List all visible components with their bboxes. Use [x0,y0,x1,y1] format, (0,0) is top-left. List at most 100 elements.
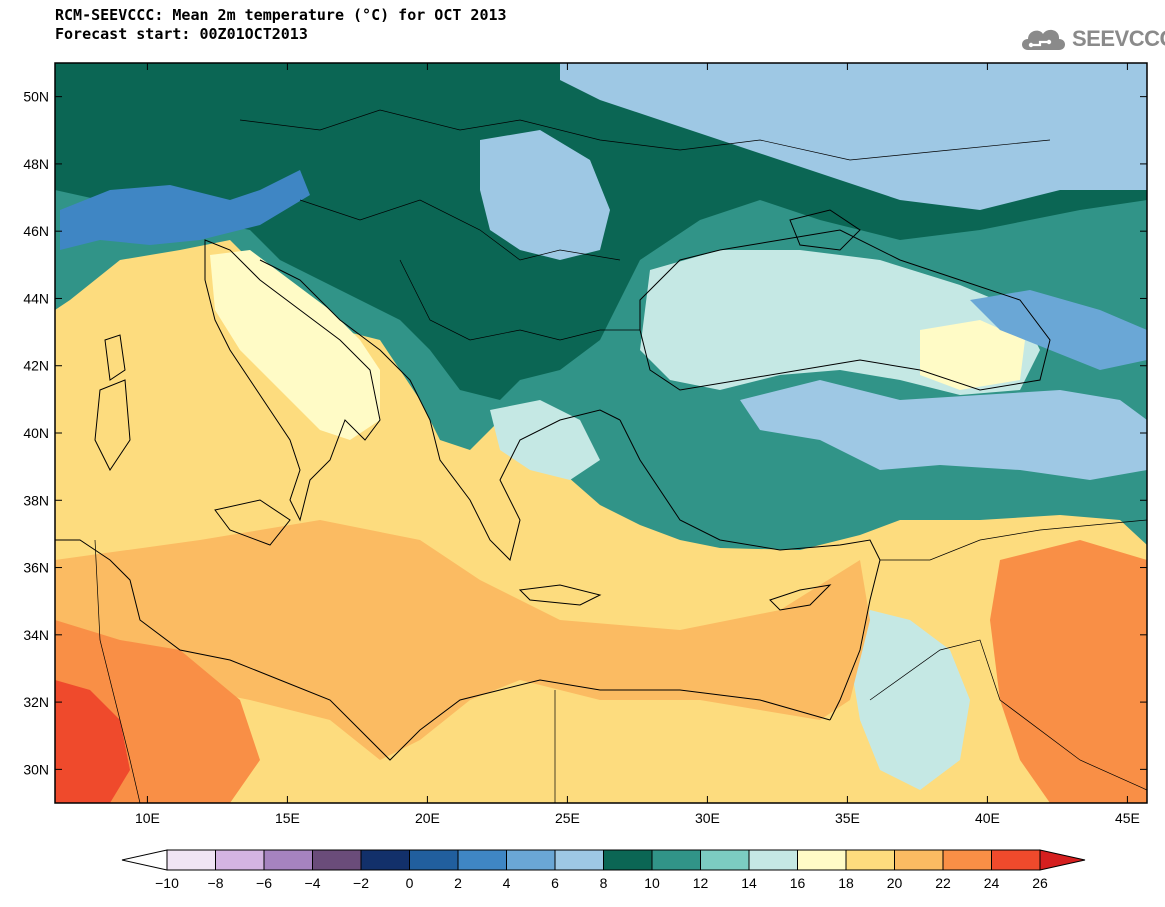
border-europe-north [239,109,1051,161]
colorbar-tick-label: 18 [838,875,854,891]
lon-tick-label: 10E [135,810,160,826]
colorbar-bin [554,849,604,871]
lon-tick-label: 20E [415,810,440,826]
border-arabia [869,639,1147,791]
logo-text: SEEVCCC [1072,26,1165,51]
map-title: RCM-SEEVCCC: Mean 2m temperature (°C) fo… [55,6,507,24]
field-sahara-hottest [55,680,130,803]
forecast-start: Forecast start: 00Z01OCT2013 [55,25,308,43]
colorbar-tick-label: −8 [208,875,224,891]
field-carpathian-blue [480,130,610,260]
colorbar-tick-label: 4 [503,875,511,891]
field-aegean [490,400,600,480]
coastlines [55,109,1147,803]
colorbar-tick-label: −4 [305,875,321,891]
coast-egypt-libya [55,539,831,761]
border-tunisia [94,539,141,803]
colorbar-tick-label: 14 [741,875,757,891]
colorbar-tick-label: 12 [693,875,709,891]
lat-tick-label: 42N [23,358,49,374]
coast-blacksea [639,229,1051,391]
colorbar: −10 −8 −6 −4 −2 0 2 4 6 8 10 12 14 16 18 20 22 24 26 [121,849,1086,891]
colorbar-bin [894,849,944,871]
colorbar-bin [797,849,847,871]
colorbar-bin [700,849,750,871]
lon-tick-label: 45E [1115,810,1140,826]
colorbar-under-arrow [121,849,168,871]
lat-tick-label: 32N [23,694,49,710]
coast-sardinia [94,379,131,471]
colorbar-tick-label: 22 [935,875,951,891]
colorbar-bin [942,849,992,871]
colorbar-bin [215,849,265,871]
cloud-icon [1022,29,1065,50]
lat-tick-label: 38N [23,492,49,508]
lat-tick-label: 46N [23,223,49,239]
temperature-field [55,63,1147,803]
lat-tick-label: 34N [23,627,49,643]
seevccc-logo: SEEVCCC [1018,18,1165,58]
colorbar-bin [409,849,459,871]
field-arabia-warm [990,540,1147,803]
colorbar-bin [991,849,1041,871]
colorbar-bin [506,849,556,871]
field-anatolia-blue [740,380,1147,480]
colorbar-bin [651,849,701,871]
border-balkans-1 [299,199,621,261]
coast-italy [204,239,381,522]
lon-tick-label: 40E [975,810,1000,826]
lon-tick-label: 25E [555,810,580,826]
colorbar-bin [360,849,410,871]
coast-turkey-south [619,419,881,561]
longitude-axis: 10E 15E 20E 25E 30E 35E 40E 45E [135,63,1140,826]
colorbar-tick-label: 24 [984,875,1000,891]
colorbar-over-arrow [1039,849,1086,871]
colorbar-bin [263,849,313,871]
field-blacksea-warm [920,320,1025,390]
colorbar-tick-label: −10 [155,875,179,891]
coast-levant [829,559,881,721]
lon-tick-label: 30E [695,810,720,826]
lat-tick-label: 50N [23,89,49,105]
colorbar-bin [603,849,653,871]
colorbar-tick-label: 2 [454,875,462,891]
coast-corsica [104,334,126,381]
coast-cyprus [769,584,832,611]
colorbar-tick-label: 8 [600,875,608,891]
lat-tick-label: 44N [23,290,49,306]
coast-balkans [259,259,621,561]
field-italy-light [210,250,380,440]
field-libya-warm [55,520,870,760]
latitude-axis: 30N 32N 34N 36N 38N 40N 42N 44N 46N 48N 50N [23,89,1147,777]
coast-crimea [789,209,861,251]
border-mideast [880,519,1147,561]
coast-sicily [214,499,291,546]
coast-crete [518,584,602,606]
field-caucasus-blue [970,290,1147,370]
lat-tick-label: 36N [23,560,49,576]
colorbar-bin [748,849,798,871]
colorbar-tick-label: 10 [644,875,660,891]
lat-tick-label: 48N [23,156,49,172]
colorbar-tick-label: −6 [256,875,272,891]
colorbar-bin [457,849,507,871]
colorbar-tick-label: 6 [551,875,559,891]
colorbar-bin [312,849,362,871]
lat-tick-label: 30N [23,761,49,777]
lon-tick-label: 15E [275,810,300,826]
field-alps-blue [60,170,310,250]
colorbar-bin [166,849,216,871]
colorbar-tick-label: 26 [1032,875,1048,891]
field-egypt-cool [850,610,970,790]
colorbar-bin [845,849,895,871]
colorbar-tick-label: 0 [406,875,414,891]
lat-tick-label: 40N [23,425,49,441]
colorbar-tick-label: 20 [887,875,903,891]
map-title-block: RCM-SEEVCCC: Mean 2m temperature (°C) fo… [55,6,507,44]
lon-tick-label: 35E [835,810,860,826]
colorbar-tick-label: 16 [790,875,806,891]
border-balkans-2 [399,259,640,341]
field-north-lightblue [560,63,1147,210]
colorbar-tick-label: −2 [353,875,369,891]
